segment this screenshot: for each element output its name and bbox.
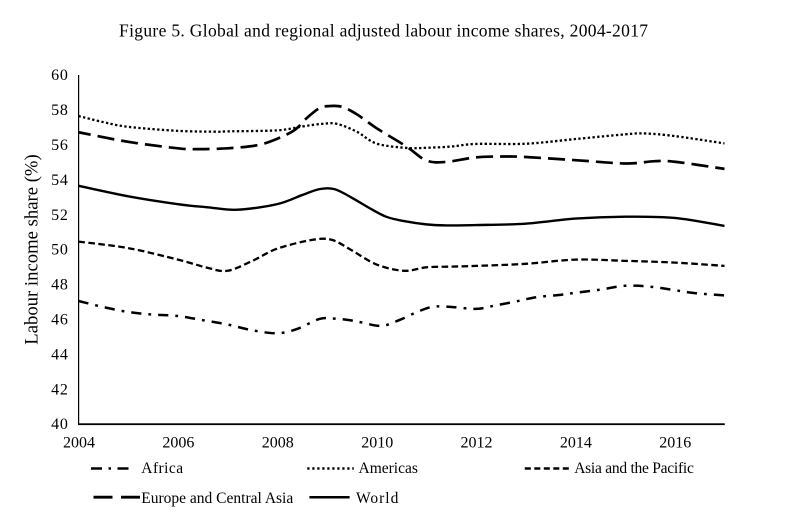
svg-text:54: 54: [51, 172, 69, 189]
svg-text:Labour income share (%): Labour income share (%): [22, 154, 43, 344]
svg-text:Asia and the Pacific: Asia and the Pacific: [574, 460, 694, 477]
svg-text:Figure 5. Global and regional: Figure 5. Global and regional adjusted l…: [119, 21, 648, 41]
svg-text:2016: 2016: [659, 435, 691, 452]
svg-text:2006: 2006: [162, 435, 194, 452]
svg-text:56: 56: [51, 137, 69, 154]
svg-text:48: 48: [51, 277, 69, 294]
svg-text:Europe and Central Asia: Europe and Central Asia: [141, 490, 293, 507]
svg-text:42: 42: [51, 381, 69, 398]
svg-text:Americas: Americas: [359, 460, 418, 477]
svg-text:58: 58: [51, 102, 69, 119]
svg-text:52: 52: [51, 207, 69, 224]
svg-text:2010: 2010: [361, 435, 393, 452]
svg-text:Africa: Africa: [141, 460, 183, 477]
svg-text:40: 40: [51, 416, 69, 433]
svg-text:2008: 2008: [262, 435, 294, 452]
svg-text:50: 50: [51, 242, 69, 259]
svg-text:World: World: [356, 490, 399, 507]
svg-text:2014: 2014: [560, 435, 592, 452]
svg-text:2012: 2012: [461, 435, 493, 452]
svg-text:44: 44: [51, 346, 69, 363]
svg-text:60: 60: [51, 67, 69, 84]
svg-text:2004: 2004: [63, 435, 95, 452]
svg-text:46: 46: [51, 312, 69, 329]
